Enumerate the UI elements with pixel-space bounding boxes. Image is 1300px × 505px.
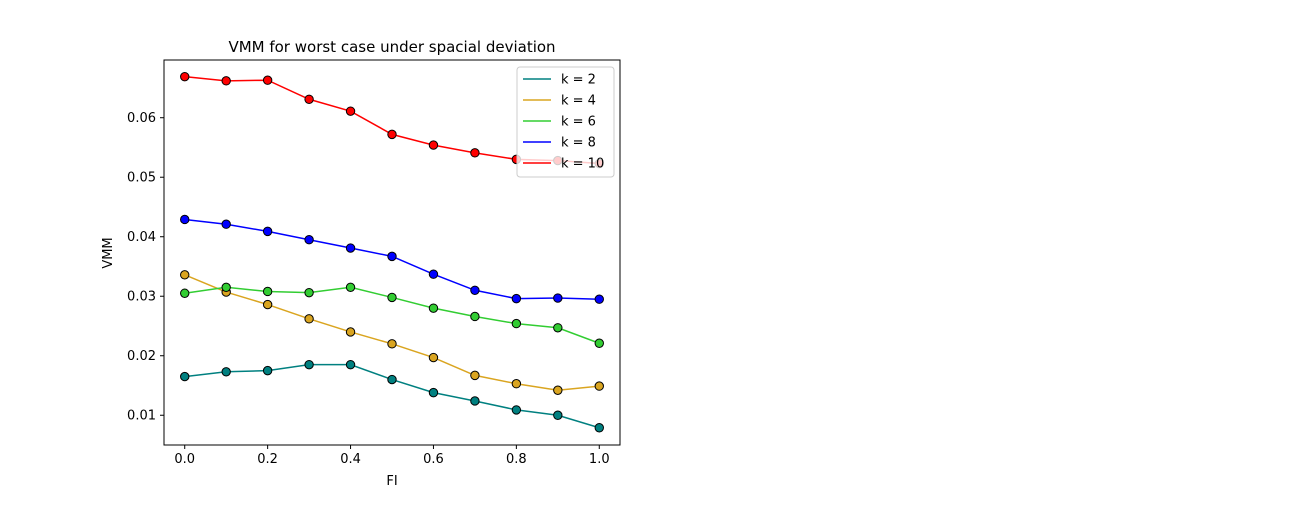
plot-frame bbox=[163, 59, 621, 446]
series-0 bbox=[180, 359, 604, 433]
data-point bbox=[304, 94, 314, 104]
data-point bbox=[470, 396, 480, 406]
data-point bbox=[262, 75, 273, 85]
data-point bbox=[345, 327, 356, 337]
data-point bbox=[180, 371, 190, 382]
y-tick-label: 0.01 bbox=[127, 409, 156, 424]
data-point bbox=[304, 314, 314, 324]
data-point bbox=[345, 282, 356, 293]
y-axis-label: VMM bbox=[101, 237, 116, 268]
y-tick-label: 0.03 bbox=[127, 290, 156, 305]
data-point bbox=[428, 352, 439, 363]
x-tick-label: 0.8 bbox=[506, 452, 527, 467]
x-tick-label: 0.0 bbox=[174, 452, 195, 467]
data-point bbox=[470, 311, 480, 322]
data-point bbox=[428, 269, 439, 279]
data-point bbox=[387, 292, 397, 303]
data-point bbox=[221, 282, 231, 293]
data-point bbox=[180, 270, 190, 280]
data-point bbox=[553, 410, 563, 420]
x-tick-label: 0.2 bbox=[257, 452, 278, 467]
data-point bbox=[470, 148, 480, 158]
data-point bbox=[594, 423, 604, 433]
data-point bbox=[511, 379, 522, 389]
data-point bbox=[387, 251, 397, 262]
data-point bbox=[180, 214, 190, 225]
chart-title: VMM for worst case under spacial deviati… bbox=[228, 38, 555, 56]
data-point bbox=[221, 76, 231, 86]
y-tick-label: 0.05 bbox=[127, 171, 156, 186]
y-tick-label: 0.02 bbox=[127, 349, 156, 364]
x-tick-label: 1.0 bbox=[589, 452, 610, 467]
data-point bbox=[594, 294, 604, 304]
series-line bbox=[184, 363, 600, 429]
series-3 bbox=[180, 214, 604, 304]
data-point bbox=[553, 385, 563, 395]
legend-label: k = 4 bbox=[561, 94, 596, 109]
series-line bbox=[184, 274, 600, 392]
data-point bbox=[470, 285, 480, 295]
legend-label: k = 2 bbox=[561, 73, 596, 88]
legend-label: k = 6 bbox=[561, 115, 596, 130]
data-point bbox=[345, 243, 356, 253]
data-point bbox=[221, 219, 231, 229]
data-point bbox=[428, 387, 439, 398]
data-point bbox=[594, 381, 604, 391]
data-point bbox=[304, 235, 314, 245]
x-axis-label: FI bbox=[386, 474, 397, 489]
legend-label: k = 10 bbox=[561, 157, 604, 172]
data-point bbox=[428, 303, 439, 313]
data-point bbox=[304, 287, 314, 298]
data-point bbox=[511, 318, 522, 329]
data-point bbox=[511, 405, 522, 415]
data-point bbox=[511, 293, 522, 304]
x-tick-label: 0.4 bbox=[340, 452, 361, 467]
data-point bbox=[221, 367, 231, 377]
data-point bbox=[428, 140, 439, 150]
data-point bbox=[594, 338, 604, 348]
data-point bbox=[553, 323, 563, 333]
plot-area bbox=[180, 71, 604, 433]
data-point bbox=[262, 365, 273, 376]
data-point bbox=[262, 299, 273, 310]
data-point bbox=[553, 293, 563, 303]
axis-ticks: 0.0 0.2 0.4 0.6 0.8 1.0 0.01 0.02 0.03 0.04 0.05 0.… bbox=[127, 111, 610, 467]
legend-box bbox=[516, 66, 615, 178]
data-point bbox=[180, 71, 190, 82]
data-point bbox=[387, 339, 397, 349]
y-tick-label: 0.06 bbox=[127, 111, 156, 126]
data-point bbox=[387, 129, 397, 140]
data-point bbox=[345, 359, 356, 370]
x-tick-label: 0.6 bbox=[423, 452, 444, 467]
data-point bbox=[470, 370, 480, 381]
legend: k = 2 k = 4 k = 6 k = 8 k = 10 bbox=[516, 66, 615, 178]
data-point bbox=[262, 226, 273, 237]
data-point bbox=[262, 286, 273, 297]
series-2 bbox=[180, 282, 604, 348]
data-point bbox=[345, 106, 356, 116]
data-point bbox=[180, 288, 190, 298]
y-tick-label: 0.04 bbox=[127, 230, 156, 245]
data-point bbox=[304, 359, 314, 370]
legend-label: k = 8 bbox=[561, 136, 596, 151]
data-point bbox=[387, 374, 397, 385]
